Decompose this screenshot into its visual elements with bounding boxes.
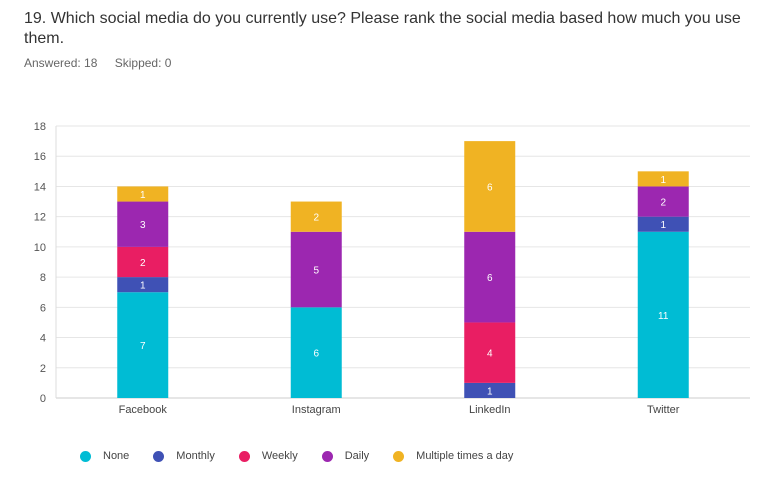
bar-segment-linkedin-monthly <box>464 382 516 398</box>
y-tick-label: 0 <box>40 393 46 405</box>
stacked-bar-chart: 02468101214161871231Facebook652Instagram… <box>34 121 750 416</box>
bar-segment-instagram-daily <box>290 231 342 308</box>
bar-segment-linkedin-multiple-times-a-day <box>464 141 516 232</box>
bar-segment-twitter-none <box>637 231 689 398</box>
legend-dot-icon <box>393 450 405 462</box>
bar-segment-linkedin-daily <box>464 231 516 323</box>
legend-dot-icon <box>238 450 250 462</box>
legend-dot-icon <box>153 450 165 462</box>
y-tick-label: 6 <box>40 302 46 314</box>
bar-segment-facebook-multiple-times-a-day <box>117 186 169 202</box>
data-label: 3 <box>140 220 146 231</box>
data-label: 6 <box>487 273 493 284</box>
bar-segment-twitter-monthly <box>637 216 689 232</box>
x-tick-label: LinkedIn <box>469 404 511 416</box>
chart-legend: None Monthly Weekly Daily Multiple times a d… <box>80 450 537 462</box>
legend-item[interactable]: Weekly <box>238 450 298 462</box>
data-label: 6 <box>487 182 493 193</box>
legend-dot-icon <box>321 450 333 462</box>
y-tick-label: 8 <box>40 272 46 284</box>
data-label: 1 <box>660 175 666 186</box>
bar-segment-instagram-multiple-times-a-day <box>290 201 342 232</box>
bar-segment-facebook-daily <box>117 201 169 247</box>
data-label: 2 <box>140 258 146 269</box>
legend-dot-icon <box>80 450 91 462</box>
data-label: 1 <box>487 386 493 397</box>
legend-item[interactable]: Daily <box>321 450 370 462</box>
x-tick-label: Instagram <box>292 404 341 416</box>
bar-segment-twitter-multiple-times-a-day <box>637 171 689 187</box>
legend-label: Weekly <box>261 450 298 462</box>
bar-segment-facebook-weekly <box>117 246 169 278</box>
data-label: 4 <box>487 349 493 360</box>
data-label: 5 <box>313 266 319 277</box>
legend-item[interactable]: Multiple times a day <box>393 450 513 462</box>
data-label: 2 <box>313 213 319 224</box>
legend-label: None <box>103 450 130 462</box>
x-tick-label: Twitter <box>647 404 680 416</box>
data-label: 6 <box>313 349 319 360</box>
y-tick-label: 12 <box>34 212 46 224</box>
data-label: 1 <box>660 220 666 231</box>
data-label: 1 <box>140 190 146 201</box>
y-tick-label: 2 <box>40 363 46 375</box>
y-tick-label: 16 <box>34 151 46 163</box>
bar-segment-facebook-none <box>117 292 169 398</box>
legend-item[interactable]: None <box>80 450 129 462</box>
data-label: 1 <box>140 281 146 292</box>
bar-segment-linkedin-weekly <box>464 322 516 383</box>
data-label: 11 <box>658 311 669 322</box>
bar-segment-twitter-daily <box>637 186 689 217</box>
data-label: 2 <box>660 198 666 209</box>
legend-item[interactable]: Monthly <box>153 450 215 462</box>
legend-label: Multiple times a day <box>416 450 514 462</box>
response-stats: Answered: 18 Skipped: 0 <box>24 56 185 70</box>
data-label: 7 <box>140 341 146 352</box>
x-tick-label: Facebook <box>119 404 168 416</box>
y-tick-label: 18 <box>34 121 46 133</box>
bar-segment-instagram-none <box>290 307 342 398</box>
legend-label: Monthly <box>176 450 215 462</box>
answered-count: Answered: 18 <box>24 56 98 70</box>
bar-segment-facebook-monthly <box>117 277 169 293</box>
y-tick-label: 10 <box>34 242 46 254</box>
y-tick-label: 14 <box>34 181 46 193</box>
skipped-count: Skipped: 0 <box>114 56 172 70</box>
y-tick-label: 4 <box>40 333 46 345</box>
legend-label: Daily <box>344 450 370 462</box>
question-title: 19. Which social media do you currently … <box>24 10 741 47</box>
